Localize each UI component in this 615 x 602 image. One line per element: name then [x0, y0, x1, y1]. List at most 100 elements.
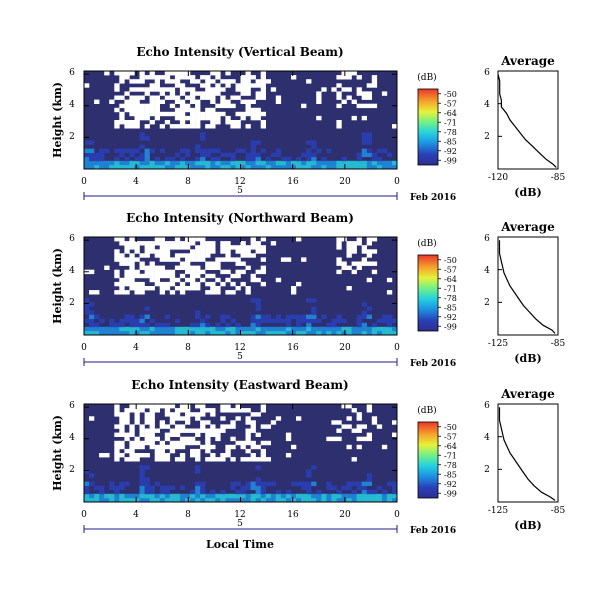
- no-data-cell: [210, 261, 216, 266]
- no-data-cell: [336, 241, 342, 246]
- intensity-cell: [185, 497, 191, 503]
- intensity-cell: [114, 164, 120, 170]
- no-data-cell: [185, 71, 191, 76]
- no-data-cell: [134, 241, 140, 246]
- no-data-cell: [275, 416, 282, 421]
- no-data-cell: [84, 83, 90, 88]
- no-data-cell: [260, 79, 266, 84]
- no-data-cell: [114, 237, 120, 242]
- intensity-cell: [185, 148, 191, 153]
- intensity-cell: [159, 164, 165, 170]
- intensity-cell: [386, 326, 393, 332]
- intensity-cell: [346, 485, 352, 491]
- no-data-cell: [240, 111, 246, 117]
- intensity-cell: [225, 330, 231, 336]
- intensity-cell: [371, 489, 378, 495]
- no-data-cell: [195, 432, 201, 437]
- intensity-cell: [301, 318, 307, 324]
- no-data-cell: [139, 253, 145, 258]
- colorbar-tick-label: -99: [444, 322, 457, 331]
- no-data-cell: [336, 95, 342, 100]
- intensity-cell: [255, 322, 261, 328]
- intensity-cell: [255, 485, 261, 491]
- no-data-cell: [169, 428, 176, 433]
- no-data-cell: [356, 237, 362, 242]
- intensity-cell: [361, 310, 367, 315]
- no-data-cell: [240, 408, 246, 413]
- no-data-cell: [149, 120, 155, 125]
- no-data-cell: [291, 444, 297, 450]
- intensity-cell: [139, 465, 145, 470]
- intensity-cell: [154, 326, 160, 332]
- no-data-cell: [154, 273, 160, 279]
- no-data-cell: [260, 408, 266, 413]
- intensity-cell: [371, 330, 378, 336]
- no-data-cell: [119, 75, 125, 80]
- no-data-cell: [144, 91, 150, 96]
- intensity-cell: [185, 164, 191, 170]
- intensity-cell: [255, 318, 261, 324]
- no-data-cell: [225, 448, 231, 454]
- intensity-cell: [392, 493, 398, 499]
- no-data-cell: [149, 265, 155, 270]
- y-tick-label: 6: [69, 234, 75, 244]
- intensity-cell: [336, 330, 342, 336]
- intensity-cell: [195, 489, 201, 495]
- intensity-cell: [215, 148, 221, 153]
- panel-vertical: Echo Intensity (Vertical Beam) 6 4 2 Hei…: [51, 45, 566, 203]
- intensity-cell: [220, 318, 226, 324]
- intensity-cell: [341, 156, 347, 162]
- no-data-cell: [114, 457, 120, 462]
- intensity-cell: [220, 326, 226, 332]
- no-data-cell: [291, 290, 297, 295]
- x-tick-label: 16: [287, 510, 299, 520]
- profile-x-label: (dB): [514, 186, 541, 199]
- intensity-cell: [195, 148, 201, 153]
- profile-plot: [498, 240, 556, 334]
- no-data-cell: [240, 99, 246, 104]
- intensity-cell: [94, 330, 100, 336]
- no-data-cell: [260, 269, 266, 275]
- profile-x-tick: -125: [488, 339, 508, 349]
- intensity-cell: [250, 144, 256, 149]
- y-tick-labels: 6 4 2: [69, 234, 75, 308]
- no-data-cell: [331, 87, 337, 92]
- no-data-cell: [245, 286, 251, 291]
- intensity-cell: [84, 156, 90, 162]
- no-data-cell: [144, 432, 150, 437]
- intensity-cell: [336, 318, 342, 324]
- no-data-cell: [114, 273, 120, 279]
- intensity-cell: [311, 481, 317, 486]
- intensity-cell: [144, 156, 150, 162]
- no-data-cell: [336, 103, 342, 109]
- colorbar-tick-label: -92: [444, 480, 457, 489]
- no-data-cell: [361, 115, 367, 121]
- intensity-cell: [144, 160, 150, 166]
- no-data-cell: [159, 91, 165, 96]
- no-data-cell: [356, 424, 362, 429]
- no-data-cell: [346, 444, 352, 450]
- intensity-cell: [291, 326, 297, 332]
- no-data-cell: [154, 115, 160, 121]
- intensity-cell: [250, 140, 256, 145]
- intensity-cell: [230, 318, 236, 324]
- no-data-cell: [245, 436, 251, 442]
- no-data-cell: [245, 79, 251, 84]
- no-data-cell: [164, 453, 171, 458]
- intensity-cell: [195, 469, 201, 474]
- no-data-cell: [179, 253, 186, 258]
- no-data-cell: [220, 281, 226, 287]
- colorbar-tick-label: -92: [444, 147, 457, 156]
- intensity-cell: [99, 330, 105, 336]
- no-data-cell: [215, 103, 221, 109]
- intensity-cell: [386, 322, 393, 328]
- intensity-cell: [392, 330, 398, 336]
- no-data-cell: [134, 111, 140, 117]
- intensity-cell: [275, 314, 282, 319]
- no-data-cell: [230, 424, 236, 429]
- no-data-cell: [220, 111, 226, 117]
- intensity-cell: [134, 160, 140, 166]
- no-data-cell: [220, 257, 226, 262]
- no-data-cell: [129, 432, 135, 437]
- intensity-cell: [129, 497, 135, 503]
